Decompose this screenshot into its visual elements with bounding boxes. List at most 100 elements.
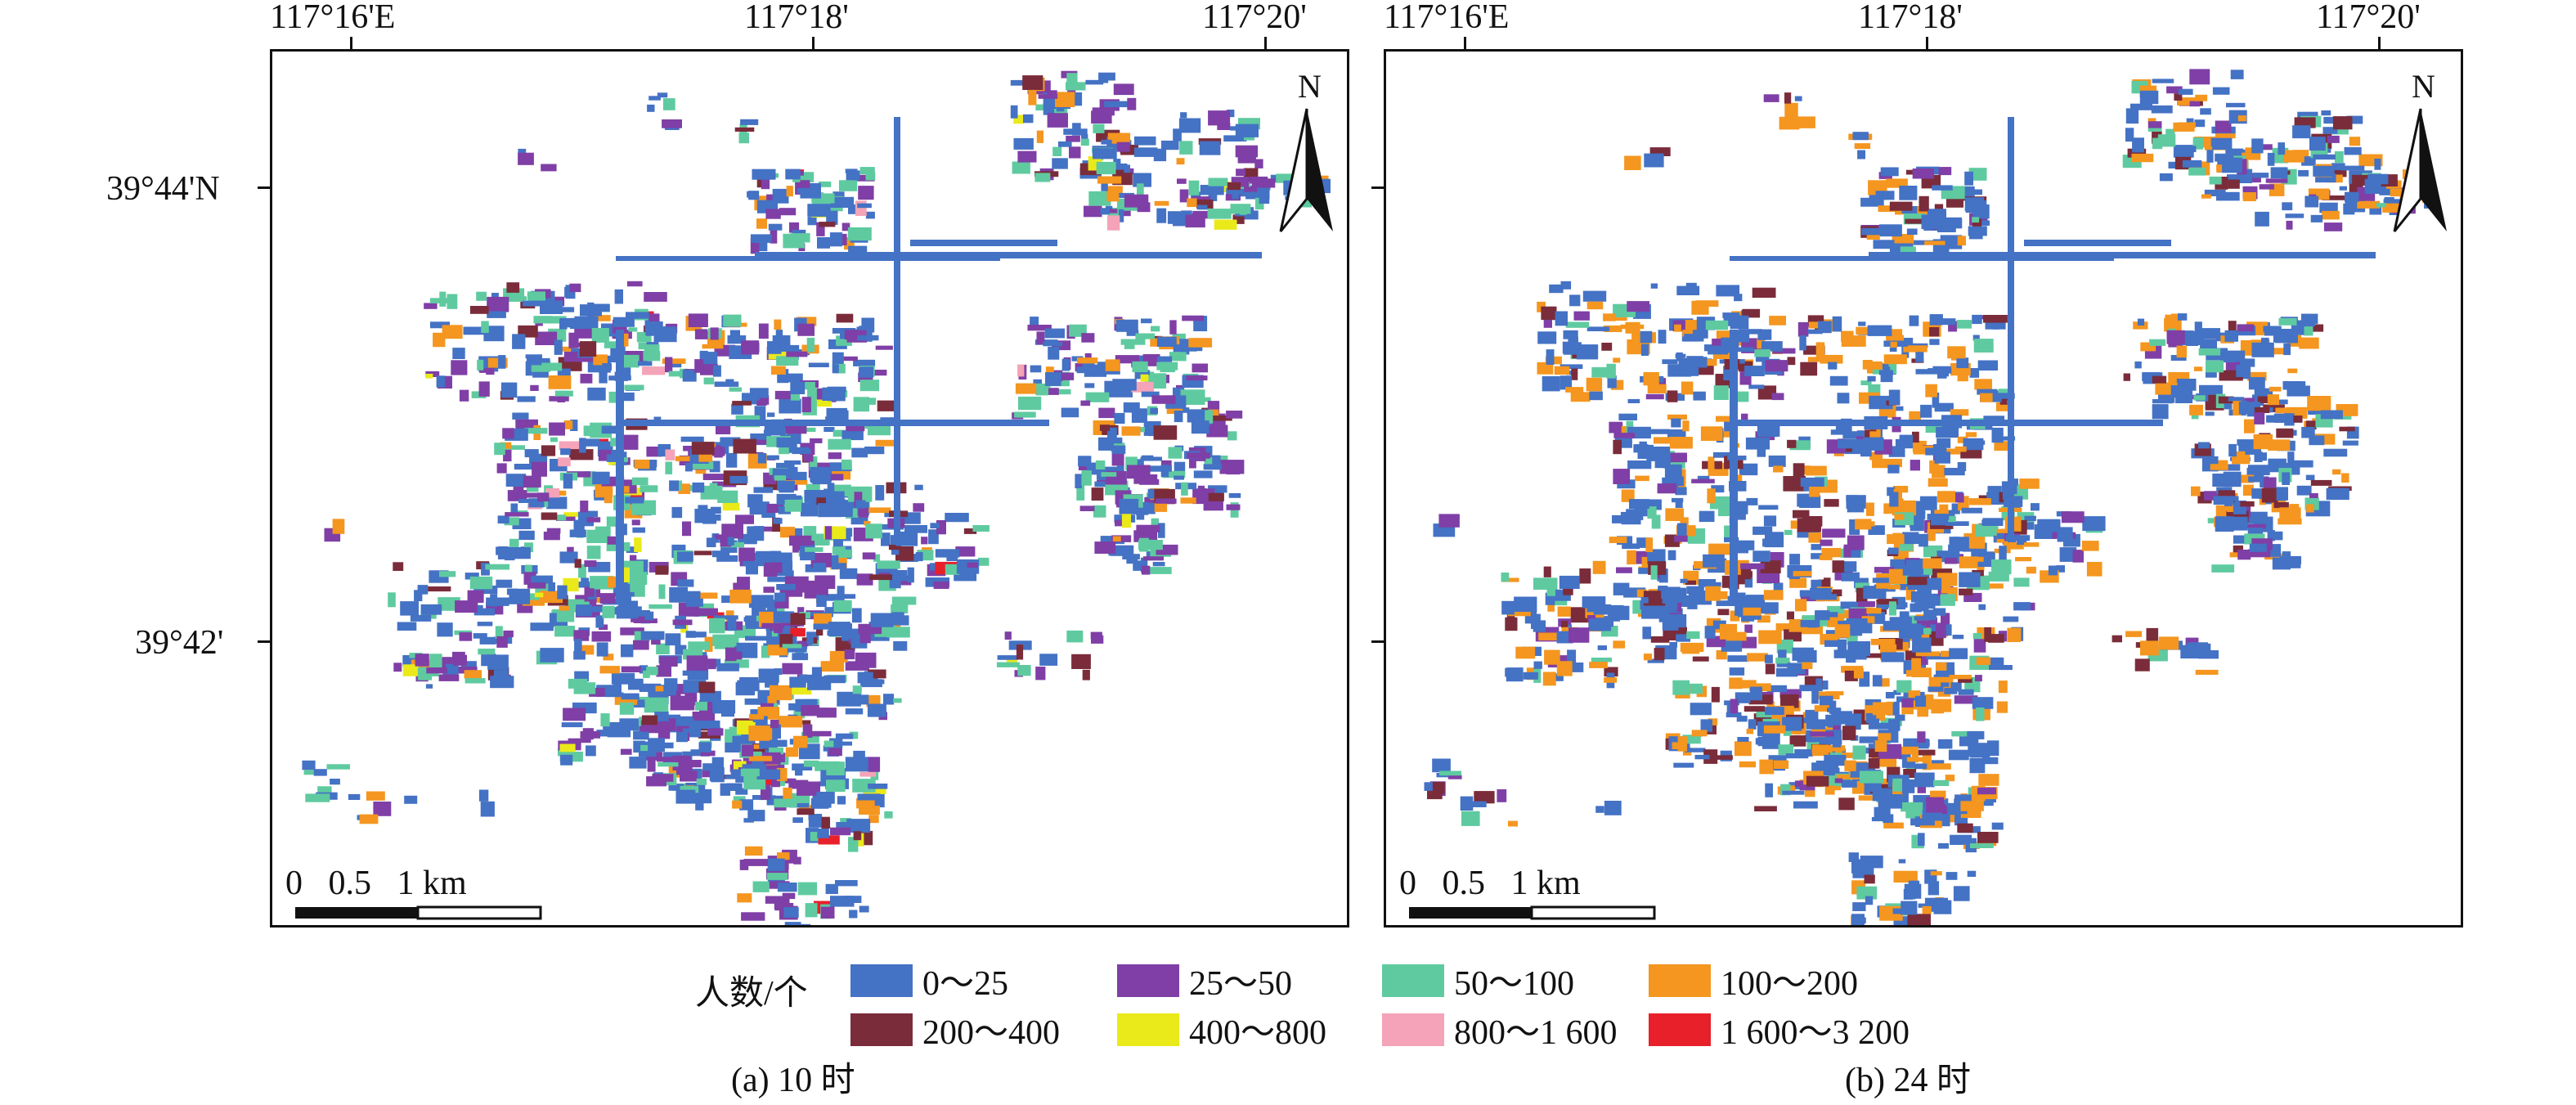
building bbox=[1869, 431, 1879, 439]
building bbox=[1976, 707, 1985, 721]
building bbox=[478, 789, 489, 802]
building bbox=[1616, 567, 1632, 573]
building bbox=[1061, 358, 1070, 371]
building bbox=[1866, 502, 1874, 516]
building bbox=[2272, 348, 2286, 355]
building bbox=[1654, 648, 1665, 661]
building bbox=[613, 679, 622, 694]
building bbox=[2251, 342, 2274, 357]
building bbox=[2306, 504, 2314, 513]
building bbox=[1533, 620, 1546, 632]
building bbox=[1972, 697, 1994, 709]
building bbox=[1806, 775, 1829, 787]
building bbox=[2328, 494, 2340, 500]
building bbox=[2135, 642, 2143, 648]
building bbox=[2309, 493, 2318, 498]
building bbox=[1662, 359, 1678, 365]
building bbox=[1945, 521, 1969, 526]
building bbox=[1977, 360, 1999, 371]
building bbox=[1746, 728, 1753, 734]
building bbox=[1791, 116, 1815, 128]
building bbox=[830, 474, 844, 481]
building bbox=[1934, 402, 1954, 412]
building bbox=[607, 536, 622, 545]
building bbox=[833, 563, 847, 569]
building bbox=[1763, 515, 1777, 527]
building bbox=[1678, 587, 1687, 602]
building bbox=[1111, 545, 1134, 556]
building bbox=[574, 559, 581, 568]
building bbox=[586, 546, 601, 559]
building bbox=[2048, 565, 2058, 576]
building bbox=[1803, 345, 1825, 355]
building bbox=[1116, 141, 1130, 152]
building bbox=[469, 576, 493, 590]
building bbox=[599, 666, 620, 674]
building bbox=[2222, 496, 2239, 501]
building bbox=[1950, 682, 1962, 692]
building bbox=[1802, 717, 1819, 722]
top-tick-b-1 bbox=[1464, 37, 1466, 49]
building bbox=[1776, 662, 1791, 667]
building bbox=[1864, 874, 1875, 884]
building bbox=[1759, 329, 1772, 340]
building bbox=[1956, 357, 1969, 369]
building bbox=[1765, 663, 1775, 675]
building bbox=[626, 281, 643, 287]
building bbox=[2249, 543, 2267, 552]
building bbox=[528, 498, 545, 508]
building bbox=[748, 439, 767, 445]
building bbox=[793, 528, 803, 537]
building bbox=[771, 772, 780, 788]
building bbox=[1911, 749, 1919, 763]
building bbox=[756, 218, 767, 229]
building bbox=[1088, 191, 1111, 206]
building bbox=[2296, 485, 2312, 496]
building bbox=[825, 883, 838, 894]
building bbox=[1650, 283, 1658, 289]
building bbox=[779, 398, 801, 414]
building bbox=[1948, 321, 1958, 332]
legend-swatch bbox=[1117, 964, 1179, 997]
building bbox=[744, 846, 763, 856]
building bbox=[1158, 523, 1165, 538]
building bbox=[518, 498, 536, 503]
building bbox=[1836, 774, 1861, 779]
building bbox=[2193, 395, 2206, 401]
building bbox=[1738, 329, 1762, 335]
building bbox=[848, 204, 861, 214]
building bbox=[1824, 754, 1847, 766]
building bbox=[1905, 650, 1922, 661]
building bbox=[1748, 384, 1765, 389]
building bbox=[2292, 125, 2311, 139]
building bbox=[784, 499, 801, 512]
building bbox=[525, 354, 542, 359]
building bbox=[1061, 407, 1079, 418]
building bbox=[811, 667, 822, 681]
building bbox=[506, 588, 518, 595]
building bbox=[1737, 737, 1749, 742]
building bbox=[1187, 198, 1197, 208]
building bbox=[1941, 613, 1950, 627]
building bbox=[497, 515, 509, 524]
building bbox=[1030, 317, 1039, 330]
building bbox=[1948, 515, 1956, 523]
building bbox=[1867, 375, 1876, 382]
building bbox=[554, 626, 576, 637]
building bbox=[1957, 823, 1973, 833]
building bbox=[2224, 403, 2233, 410]
building bbox=[1861, 616, 1875, 624]
building bbox=[1837, 639, 1847, 650]
building bbox=[1963, 592, 1982, 602]
building bbox=[657, 92, 668, 98]
building bbox=[1752, 526, 1773, 535]
building bbox=[2275, 167, 2288, 173]
building bbox=[373, 802, 392, 816]
building bbox=[2255, 144, 2273, 150]
building bbox=[1121, 514, 1131, 528]
building bbox=[793, 856, 801, 865]
building bbox=[1681, 381, 1694, 395]
building bbox=[1601, 343, 1613, 351]
building bbox=[1915, 352, 1924, 362]
building bbox=[812, 476, 832, 485]
